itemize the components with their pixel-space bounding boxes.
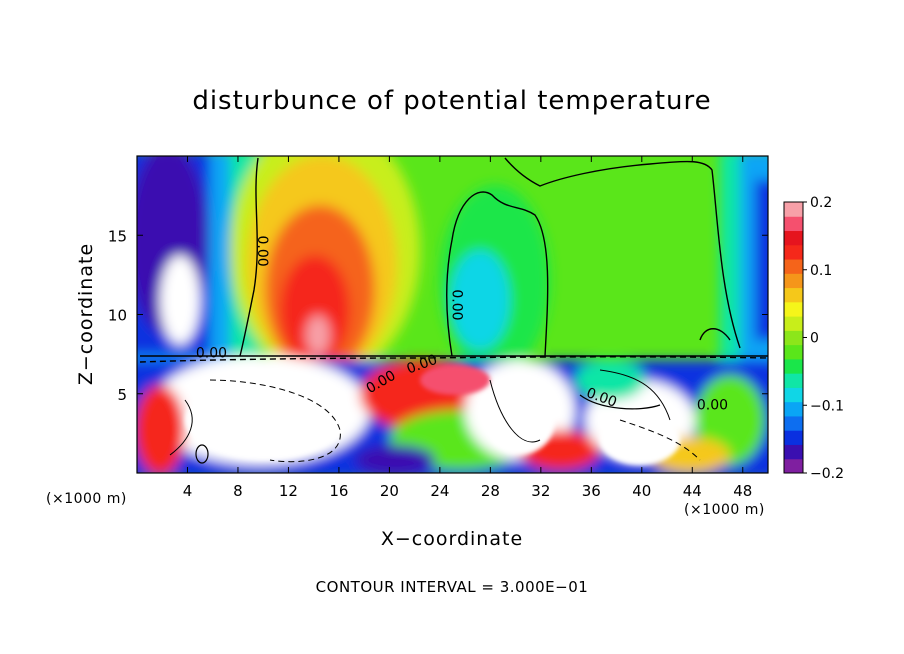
colorbar-swatch bbox=[784, 458, 803, 474]
colorbar-swatch bbox=[784, 216, 803, 232]
x-tick-label: 48 bbox=[733, 482, 752, 500]
colorbar-swatch bbox=[784, 444, 803, 460]
y-tick-label: 15 bbox=[108, 227, 127, 245]
x-tick-label: 4 bbox=[183, 482, 193, 500]
contour-label: 0.00 bbox=[254, 236, 270, 267]
colorbar-swatch bbox=[784, 373, 803, 388]
y-tick-label: 5 bbox=[117, 386, 127, 404]
x-axis-title: X−coordinate bbox=[380, 528, 524, 550]
x-tick-label: 16 bbox=[329, 482, 348, 500]
colorbar-swatch bbox=[784, 344, 803, 360]
x-axis: 4 8 12 16 20 24 28 32 36 40 44 48 bbox=[183, 156, 752, 500]
y-axis: 5 10 15 bbox=[108, 227, 768, 404]
contour-label: 0.00 bbox=[449, 289, 465, 320]
colorbar-swatch bbox=[784, 330, 803, 346]
colorbar-swatch bbox=[784, 244, 803, 260]
colorbar-tick-label: −0.2 bbox=[810, 466, 844, 482]
colorbar-swatch bbox=[784, 301, 803, 317]
colorbar-swatch bbox=[784, 430, 803, 445]
colorbar-swatch bbox=[784, 202, 803, 217]
x-tick-label: 36 bbox=[582, 482, 601, 500]
x-tick-label: 20 bbox=[380, 482, 399, 500]
colorbar-tick-label: 0.2 bbox=[810, 195, 832, 211]
contour-label: 0.00 bbox=[196, 345, 227, 361]
x-tick-label: 12 bbox=[279, 482, 298, 500]
colorbar-swatch bbox=[784, 259, 803, 274]
colorbar-swatch bbox=[784, 230, 803, 246]
contour-lines bbox=[139, 157, 768, 464]
x-tick-label: 32 bbox=[531, 482, 550, 500]
colorbar-swatch bbox=[784, 387, 803, 403]
colorbar-swatch bbox=[784, 358, 803, 374]
chart-title: disturbunce of potential temperature bbox=[192, 86, 712, 116]
x-unit-label-right: (×1000 m) bbox=[684, 502, 765, 518]
x-tick-label: 24 bbox=[430, 482, 449, 500]
colorbar-tick-label: −0.1 bbox=[810, 398, 844, 414]
colorbar-swatch bbox=[784, 415, 803, 431]
x-tick-label: 44 bbox=[683, 482, 702, 500]
colorbar-swatch bbox=[784, 287, 803, 303]
contour-label: 0.00 bbox=[697, 398, 728, 414]
x-tick-label: 28 bbox=[481, 482, 500, 500]
y-tick-label: 10 bbox=[108, 307, 127, 325]
y-axis-title: Z−coordinate bbox=[75, 242, 97, 386]
colorbar-tick-label: 0.1 bbox=[810, 263, 832, 279]
x-unit-label-left: (×1000 m) bbox=[46, 491, 127, 507]
colorbar-swatch bbox=[784, 401, 803, 417]
colorbar-swatch bbox=[784, 273, 803, 289]
x-tick-label: 40 bbox=[632, 482, 651, 500]
colorbar: 0.2 0.1 0 −0.1 −0.2 bbox=[783, 195, 844, 482]
colorbar-tick-label: 0 bbox=[810, 331, 819, 347]
contour-interval-note: CONTOUR INTERVAL = 3.000E−01 bbox=[315, 578, 589, 596]
heatmap-field bbox=[137, 156, 768, 473]
colorbar-swatch bbox=[784, 316, 803, 331]
x-tick-label: 8 bbox=[233, 482, 243, 500]
